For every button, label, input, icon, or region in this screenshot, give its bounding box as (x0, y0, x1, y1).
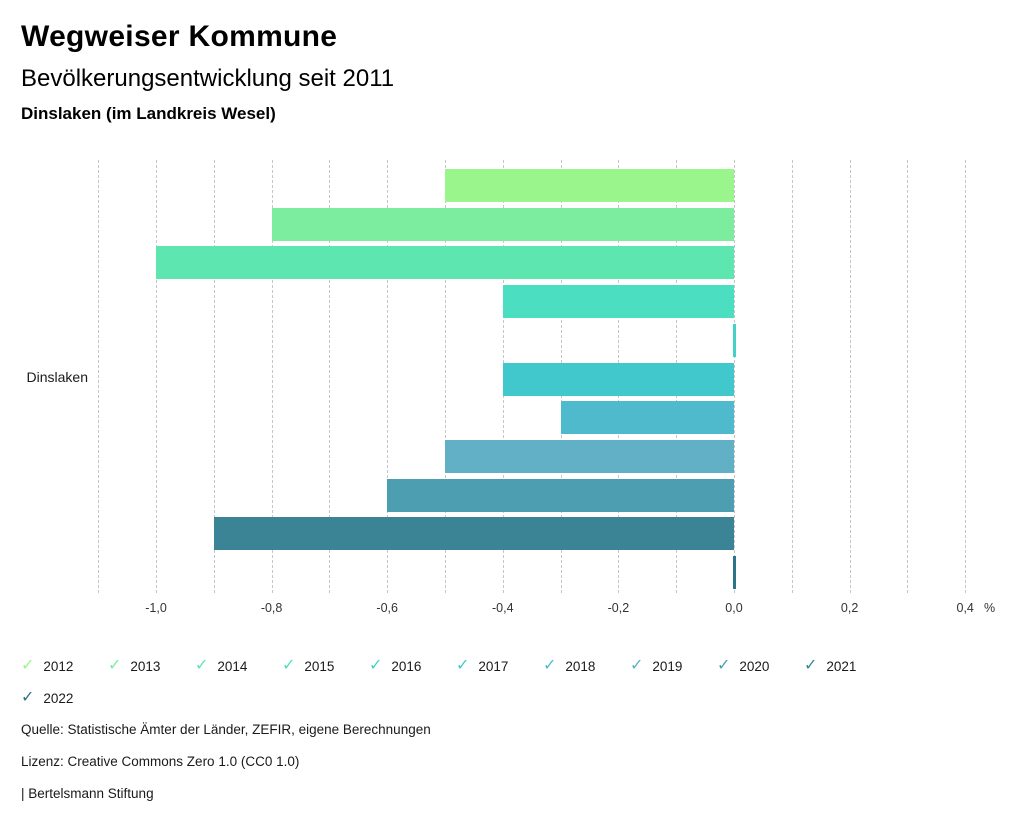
chart-location-subtitle: Dinslaken (im Landkreis Wesel) (21, 104, 276, 124)
check-icon: ✓ (717, 657, 731, 674)
check-icon: ✓ (282, 657, 296, 674)
bar-2014[interactable] (156, 246, 734, 280)
gridline (98, 160, 100, 593)
gridline (156, 160, 157, 593)
legend-year-label: 2016 (391, 658, 422, 674)
bar-2019[interactable] (445, 439, 734, 473)
bar-2021[interactable] (213, 517, 734, 551)
legend-year-label: 2017 (478, 658, 509, 674)
y-axis-category-label: Dinslaken (26, 369, 88, 385)
legend-year-label: 2013 (130, 658, 161, 674)
check-icon: ✓ (804, 657, 818, 674)
bar-2022[interactable] (733, 556, 736, 589)
check-icon: ✓ (21, 657, 35, 674)
legend-item-2019[interactable]: ✓ 2019 (630, 650, 717, 682)
check-icon: ✓ (195, 657, 209, 674)
check-icon: ✓ (21, 689, 35, 706)
legend-year-label: 2014 (217, 658, 248, 674)
legend-item-2012[interactable]: ✓ 2012 (21, 650, 108, 682)
legend-item-2014[interactable]: ✓ 2014 (195, 650, 282, 682)
plot-area (97, 160, 975, 593)
footer: Quelle: Statistische Ämter der Länder, Z… (21, 722, 431, 818)
x-axis-unit-label: % (984, 601, 996, 615)
gridline (791, 160, 793, 593)
legend-item-2022[interactable]: ✓ 2022 (21, 682, 108, 714)
legend-item-2013[interactable]: ✓ 2013 (108, 650, 195, 682)
legend-year-label: 2020 (739, 658, 770, 674)
legend-item-2016[interactable]: ✓ 2016 (369, 650, 456, 682)
page-title: Wegweiser Kommune (21, 20, 338, 53)
x-tick-label: 0,4 (956, 601, 974, 615)
legend-year-label: 2019 (652, 658, 683, 674)
legend-year-label: 2022 (43, 690, 74, 706)
bar-2020[interactable] (387, 478, 734, 512)
gridline (271, 160, 273, 593)
legend-item-2017[interactable]: ✓ 2017 (456, 650, 543, 682)
bar-2012[interactable] (445, 169, 734, 202)
legend-item-2021[interactable]: ✓ 2021 (804, 650, 891, 682)
legend-item-2015[interactable]: ✓ 2015 (282, 650, 369, 682)
check-icon: ✓ (630, 657, 644, 674)
legend-item-2020[interactable]: ✓ 2020 (717, 650, 804, 682)
header: Wegweiser Kommune Bevölkerungsentwicklun… (21, 0, 394, 124)
x-tick-label: -0,8 (260, 601, 283, 615)
legend: ✓ 2012 ✓ 2013 ✓ 2014 ✓ 2015 ✓ 2016 ✓ 2017 ✓ 2018 ✓ 2019… (21, 650, 906, 714)
x-tick-label: -0,6 (376, 601, 398, 615)
check-icon: ✓ (456, 657, 470, 674)
gridline (965, 160, 967, 593)
bar-2015[interactable] (502, 285, 734, 319)
x-tick-label: 0,0 (725, 601, 743, 615)
gridline (849, 160, 851, 593)
bar-2017[interactable] (502, 362, 734, 396)
x-tick-label: 0,2 (840, 601, 859, 615)
gridline (907, 160, 909, 593)
license-text: Lizenz: Creative Commons Zero 1.0 (CC0 1… (21, 753, 300, 769)
check-icon: ✓ (108, 657, 122, 674)
legend-item-2018[interactable]: ✓ 2018 (543, 650, 630, 682)
legend-year-label: 2018 (565, 658, 596, 674)
gridline (387, 160, 389, 593)
x-tick-label: -0,2 (607, 601, 630, 615)
x-tick-label: -1,0 (145, 601, 167, 615)
legend-year-label: 2012 (43, 658, 74, 674)
source-text: Quelle: Statistische Ämter der Länder, Z… (21, 722, 431, 737)
gridline (329, 160, 331, 593)
legend-year-label: 2015 (304, 658, 335, 674)
bar-2018[interactable] (560, 401, 734, 435)
bar-2013[interactable] (271, 207, 734, 241)
chart-title: Bevölkerungsentwicklung seit 2011 (21, 65, 395, 92)
gridline (445, 160, 446, 593)
x-axis: -1,0 -0,8 -0,6 -0,4 -0,2 0,0 0,2 0,4% (97, 601, 995, 619)
bar-2016[interactable] (733, 323, 736, 357)
attribution-text: | Bertelsmann Stiftung (21, 785, 154, 801)
legend-year-label: 2021 (826, 658, 857, 674)
check-icon: ✓ (369, 657, 383, 674)
gridline (734, 160, 735, 593)
check-icon: ✓ (543, 657, 557, 674)
x-tick-label: -0,4 (492, 601, 514, 615)
gridline (213, 160, 215, 593)
